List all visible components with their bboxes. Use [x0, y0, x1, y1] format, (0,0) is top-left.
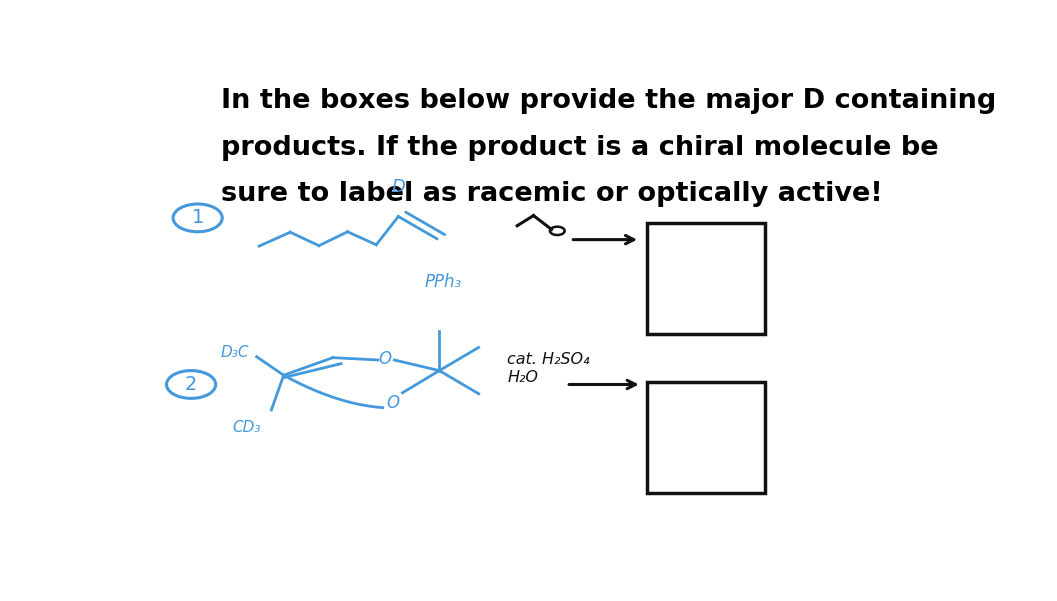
Text: O: O: [386, 394, 400, 412]
Text: cat. H₂SO₄: cat. H₂SO₄: [507, 352, 590, 367]
Text: H₂O: H₂O: [507, 370, 538, 385]
Text: 1: 1: [191, 209, 204, 227]
Text: sure to label as racemic or optically active!: sure to label as racemic or optically ac…: [221, 181, 883, 207]
Text: D: D: [391, 178, 405, 196]
Text: CD₃: CD₃: [233, 420, 261, 435]
Text: In the boxes below provide the major D containing: In the boxes below provide the major D c…: [221, 88, 996, 114]
Bar: [647, 382, 765, 493]
Text: products. If the product is a chiral molecule be: products. If the product is a chiral mol…: [221, 135, 939, 160]
Bar: [647, 222, 765, 334]
Text: O: O: [377, 350, 391, 368]
Text: PPh₃: PPh₃: [425, 273, 462, 291]
Text: 2: 2: [185, 375, 198, 394]
Text: D₃C: D₃C: [221, 344, 249, 359]
